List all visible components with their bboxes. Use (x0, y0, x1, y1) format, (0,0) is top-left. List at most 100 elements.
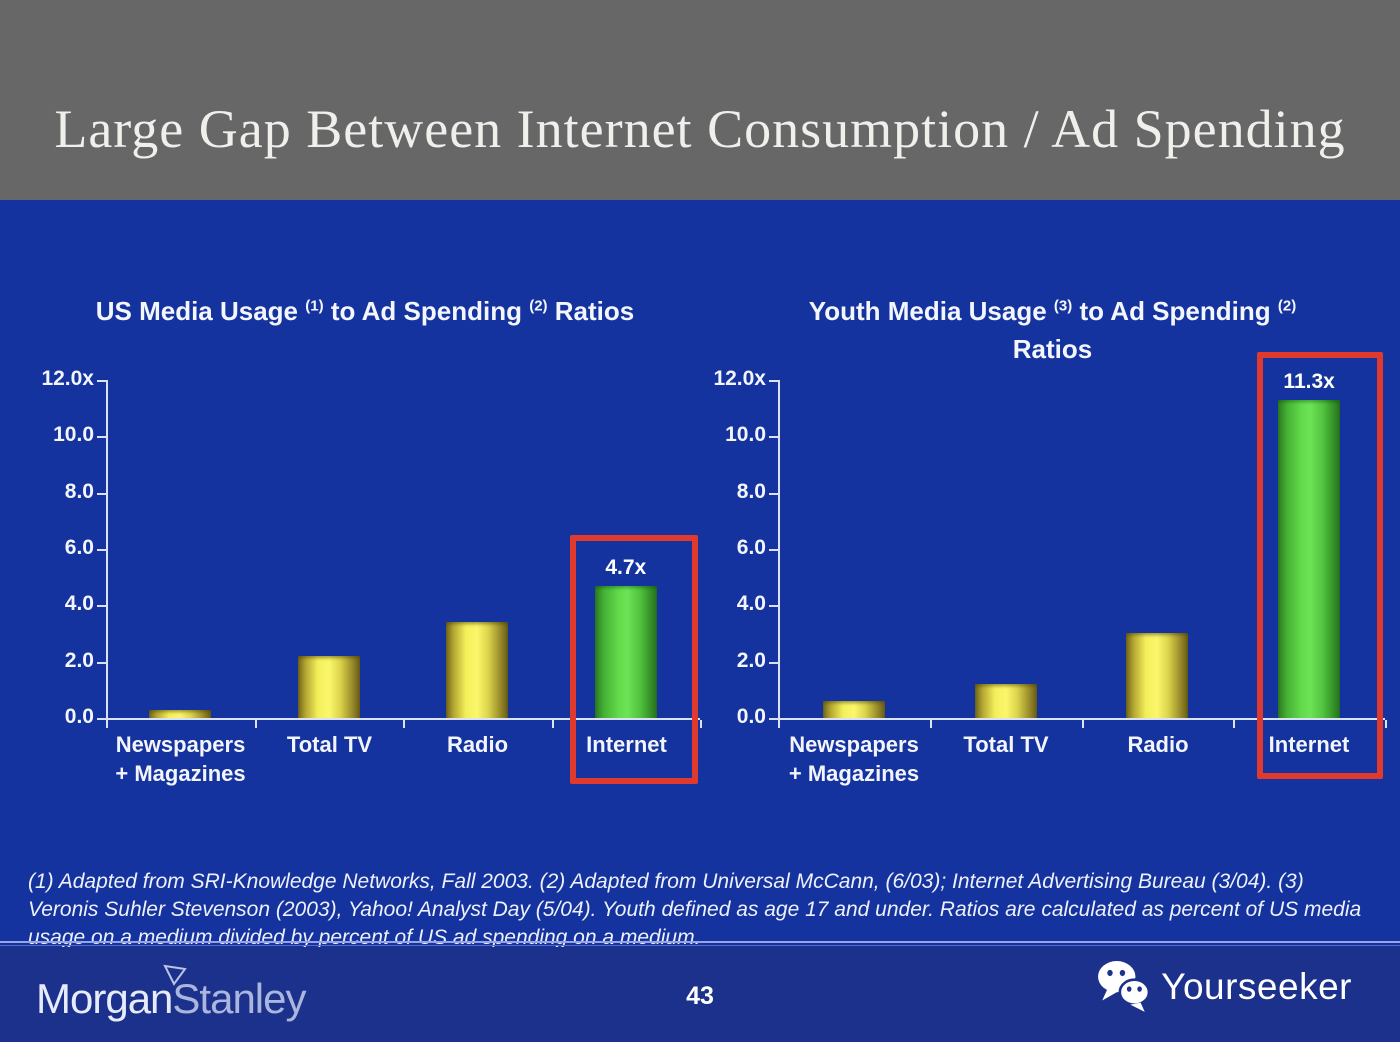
category-label-line: Newspapers (115, 732, 246, 757)
category-label-line: Radio (1127, 732, 1189, 757)
watermark: Yourseeker (1097, 960, 1352, 1014)
y-axis-label: 0.0 (736, 705, 766, 728)
x-axis (778, 718, 1385, 720)
x-tick (930, 720, 932, 728)
bar-newspapers-magazines (822, 701, 885, 718)
y-tick (97, 493, 106, 495)
brand-morgan: Morgan (36, 975, 173, 1022)
y-axis-label: 2.0 (736, 649, 766, 672)
bar-value-label: 11.3x (1283, 370, 1335, 393)
y-axis-label: 6.0 (64, 536, 94, 559)
morgan-stanley-logo: MorganStanley (36, 964, 307, 1023)
right-chart-title: Youth Media Usage (3) to Ad Spending (2)… (755, 292, 1350, 368)
y-axis-label: 4.0 (736, 592, 766, 615)
category-label: Total TV (255, 730, 404, 759)
category-label: Total TV (930, 730, 1082, 759)
category-label-line: Radio (446, 732, 509, 757)
footnote-ref-3: (3) (1053, 297, 1073, 315)
right-chart-title-line2: Ratios (1012, 334, 1093, 364)
right-chart-title-text: Youth Media Usage (808, 296, 1047, 326)
right-chart-title-line1: Youth Media Usage (3) to Ad Spending (2) (755, 292, 1350, 330)
category-label: Newspapers + Magazines (106, 730, 255, 788)
category-label-line: + Magazines (788, 761, 920, 786)
y-tick (769, 380, 778, 382)
footnote-ref-1: (1) (305, 297, 324, 315)
y-tick (97, 380, 106, 382)
y-tick (97, 718, 106, 720)
watermark-label: Yourseeker (1161, 966, 1352, 1007)
highlight-box (570, 535, 698, 784)
y-tick (769, 493, 778, 495)
y-axis (106, 380, 108, 720)
y-axis-label: 8.0 (64, 480, 94, 503)
left-chart-title: US Media Usage (1) to Ad Spending (2) Ra… (55, 292, 675, 330)
y-axis-label: 10.0 (725, 423, 766, 446)
y-axis-label: 10.0 (53, 423, 94, 446)
category-label: Internet (552, 730, 701, 759)
bar-value-label: 4.7x (605, 556, 647, 579)
x-tick (403, 720, 405, 728)
y-tick (97, 662, 106, 664)
x-tick (700, 720, 702, 728)
y-tick (769, 549, 778, 551)
highlight-box (1257, 352, 1383, 779)
y-tick (769, 662, 778, 664)
x-axis (106, 718, 700, 720)
footer: MorganStanley 43 Yourseeker (0, 947, 1400, 1042)
y-axis-label: 0.0 (64, 705, 94, 728)
footnote-ref-2b: (2) (1277, 297, 1297, 315)
category-label: Newspapers + Magazines (778, 730, 930, 788)
category-label: Internet (1233, 730, 1385, 759)
footnote: (1) Adapted from SRI-Knowledge Networks,… (28, 870, 1362, 949)
y-tick (97, 605, 106, 607)
y-axis (778, 380, 780, 720)
bar-newspapers-magazines (149, 710, 212, 718)
brand-stanley: Stanley (172, 975, 306, 1022)
separator-line-shadow (0, 945, 1400, 946)
y-tick (97, 549, 106, 551)
y-axis-label: 6.0 (736, 536, 766, 559)
x-tick (778, 720, 780, 728)
category-label-line: Total TV (963, 732, 1049, 757)
wechat-icon (1098, 961, 1151, 1012)
page-number: 43 (686, 982, 714, 1010)
y-axis-label: 2.0 (64, 649, 94, 672)
left-chart-title-text: US Media Usage (95, 296, 299, 326)
bar-internet (594, 586, 657, 718)
category-label: Radio (403, 730, 552, 759)
slide-title: Large Gap Between Internet Consumption /… (54, 99, 1346, 159)
y-axis-label: 12.0x (713, 367, 766, 390)
y-tick (769, 436, 778, 438)
category-label-line: + Magazines (115, 761, 246, 786)
bar-total-tv (297, 656, 360, 718)
bar-radio (1126, 633, 1189, 718)
x-tick (1082, 720, 1084, 728)
right-chart-title-text-2: to Ad Spending (1079, 296, 1271, 326)
pennant-icon (163, 964, 187, 986)
bar-radio (446, 622, 509, 718)
bar-total-tv (974, 684, 1037, 718)
y-tick (769, 605, 778, 607)
category-label-line: Internet (1268, 732, 1350, 757)
x-tick (106, 720, 108, 728)
y-tick (769, 718, 778, 720)
footnote-ref-2: (2) (529, 297, 548, 315)
left-chart-title-text-3: Ratios (554, 296, 635, 326)
x-tick (255, 720, 257, 728)
y-axis-label: 4.0 (64, 592, 94, 615)
category-label: Radio (1082, 730, 1234, 759)
y-tick (97, 436, 106, 438)
category-label-line: Total TV (286, 732, 373, 757)
y-axis-label: 8.0 (736, 480, 766, 503)
slide-header: Large Gap Between Internet Consumption /… (0, 0, 1400, 200)
y-axis-label: 12.0x (41, 367, 94, 390)
bar-internet (1278, 400, 1341, 718)
x-tick (552, 720, 554, 728)
category-label-line: Newspapers (789, 732, 919, 757)
x-tick (1233, 720, 1235, 728)
left-chart-title-text-2: to Ad Spending (330, 296, 522, 326)
x-tick (1385, 720, 1387, 728)
separator-line (0, 941, 1400, 943)
category-label-line: Internet (586, 732, 667, 757)
